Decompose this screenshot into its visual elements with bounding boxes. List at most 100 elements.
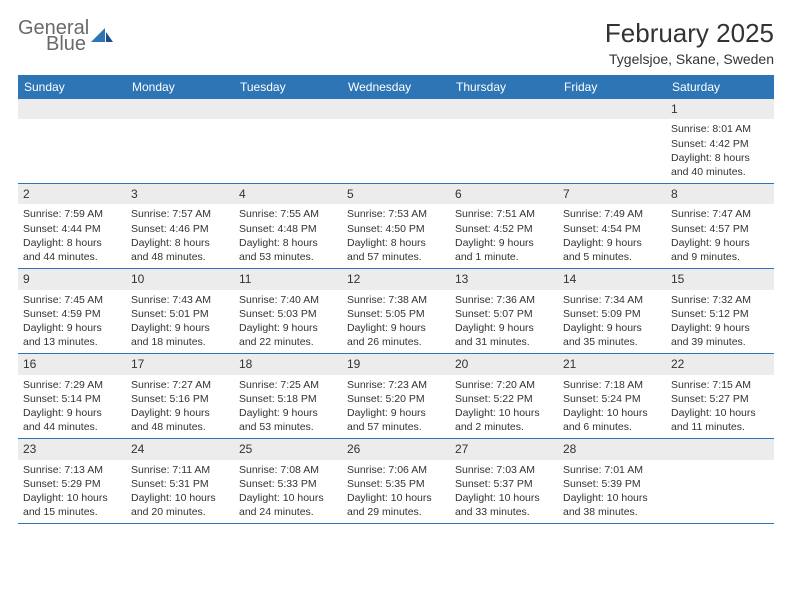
day-body: Sunrise: 7:18 AMSunset: 5:24 PMDaylight:…	[558, 375, 666, 439]
sunset-text: Sunset: 5:09 PM	[563, 307, 661, 321]
daylight-text: Daylight: 10 hours and 33 minutes.	[455, 491, 553, 519]
day-body: Sunrise: 8:01 AMSunset: 4:42 PMDaylight:…	[666, 119, 774, 183]
calendar: SundayMondayTuesdayWednesdayThursdayFrid…	[18, 75, 774, 524]
sunset-text: Sunset: 4:50 PM	[347, 222, 445, 236]
weekday-saturday: Saturday	[666, 75, 774, 99]
daylight-text: Daylight: 9 hours and 5 minutes.	[563, 236, 661, 264]
day-cell: 13Sunrise: 7:36 AMSunset: 5:07 PMDayligh…	[450, 269, 558, 353]
day-cell: 23Sunrise: 7:13 AMSunset: 5:29 PMDayligh…	[18, 439, 126, 523]
day-body: Sunrise: 7:40 AMSunset: 5:03 PMDaylight:…	[234, 290, 342, 354]
day-body: Sunrise: 7:08 AMSunset: 5:33 PMDaylight:…	[234, 460, 342, 524]
day-body: Sunrise: 7:36 AMSunset: 5:07 PMDaylight:…	[450, 290, 558, 354]
daylight-text: Daylight: 8 hours and 48 minutes.	[131, 236, 229, 264]
weekday-thursday: Thursday	[450, 75, 558, 99]
day-number: 9	[18, 269, 126, 289]
sunset-text: Sunset: 5:05 PM	[347, 307, 445, 321]
weekday-wednesday: Wednesday	[342, 75, 450, 99]
daylight-text: Daylight: 9 hours and 44 minutes.	[23, 406, 121, 434]
daylight-text: Daylight: 10 hours and 38 minutes.	[563, 491, 661, 519]
sunset-text: Sunset: 5:29 PM	[23, 477, 121, 491]
sunset-text: Sunset: 4:52 PM	[455, 222, 553, 236]
day-cell: 7Sunrise: 7:49 AMSunset: 4:54 PMDaylight…	[558, 184, 666, 268]
sunset-text: Sunset: 5:22 PM	[455, 392, 553, 406]
day-number: 11	[234, 269, 342, 289]
day-cell: 9Sunrise: 7:45 AMSunset: 4:59 PMDaylight…	[18, 269, 126, 353]
sunrise-text: Sunrise: 7:40 AM	[239, 293, 337, 307]
sunrise-text: Sunrise: 7:51 AM	[455, 207, 553, 221]
weeks-container: 1Sunrise: 8:01 AMSunset: 4:42 PMDaylight…	[18, 99, 774, 524]
day-number: 16	[18, 354, 126, 374]
day-number: 3	[126, 184, 234, 204]
sunset-text: Sunset: 5:39 PM	[563, 477, 661, 491]
day-number	[558, 99, 666, 119]
daylight-text: Daylight: 9 hours and 9 minutes.	[671, 236, 769, 264]
sunset-text: Sunset: 5:24 PM	[563, 392, 661, 406]
day-empty	[234, 99, 342, 183]
day-body: Sunrise: 7:45 AMSunset: 4:59 PMDaylight:…	[18, 290, 126, 354]
day-cell: 16Sunrise: 7:29 AMSunset: 5:14 PMDayligh…	[18, 354, 126, 438]
day-cell: 27Sunrise: 7:03 AMSunset: 5:37 PMDayligh…	[450, 439, 558, 523]
daylight-text: Daylight: 9 hours and 48 minutes.	[131, 406, 229, 434]
logo: General Blue	[18, 18, 113, 54]
weekday-header-row: SundayMondayTuesdayWednesdayThursdayFrid…	[18, 75, 774, 99]
day-cell: 25Sunrise: 7:08 AMSunset: 5:33 PMDayligh…	[234, 439, 342, 523]
day-cell: 20Sunrise: 7:20 AMSunset: 5:22 PMDayligh…	[450, 354, 558, 438]
day-body: Sunrise: 7:23 AMSunset: 5:20 PMDaylight:…	[342, 375, 450, 439]
day-body: Sunrise: 7:57 AMSunset: 4:46 PMDaylight:…	[126, 204, 234, 268]
daylight-text: Daylight: 9 hours and 31 minutes.	[455, 321, 553, 349]
sunrise-text: Sunrise: 7:34 AM	[563, 293, 661, 307]
sunrise-text: Sunrise: 7:18 AM	[563, 378, 661, 392]
day-cell: 22Sunrise: 7:15 AMSunset: 5:27 PMDayligh…	[666, 354, 774, 438]
day-number	[126, 99, 234, 119]
day-number	[342, 99, 450, 119]
daylight-text: Daylight: 9 hours and 35 minutes.	[563, 321, 661, 349]
page-header: General Blue February 2025 Tygelsjoe, Sk…	[18, 18, 774, 67]
day-body: Sunrise: 7:01 AMSunset: 5:39 PMDaylight:…	[558, 460, 666, 524]
day-cell: 21Sunrise: 7:18 AMSunset: 5:24 PMDayligh…	[558, 354, 666, 438]
day-cell: 18Sunrise: 7:25 AMSunset: 5:18 PMDayligh…	[234, 354, 342, 438]
weekday-sunday: Sunday	[18, 75, 126, 99]
sunrise-text: Sunrise: 7:11 AM	[131, 463, 229, 477]
day-number: 12	[342, 269, 450, 289]
day-cell: 8Sunrise: 7:47 AMSunset: 4:57 PMDaylight…	[666, 184, 774, 268]
daylight-text: Daylight: 10 hours and 15 minutes.	[23, 491, 121, 519]
sunset-text: Sunset: 4:54 PM	[563, 222, 661, 236]
day-number: 4	[234, 184, 342, 204]
daylight-text: Daylight: 10 hours and 6 minutes.	[563, 406, 661, 434]
daylight-text: Daylight: 9 hours and 22 minutes.	[239, 321, 337, 349]
day-cell: 15Sunrise: 7:32 AMSunset: 5:12 PMDayligh…	[666, 269, 774, 353]
sunrise-text: Sunrise: 7:15 AM	[671, 378, 769, 392]
day-number: 19	[342, 354, 450, 374]
day-cell: 14Sunrise: 7:34 AMSunset: 5:09 PMDayligh…	[558, 269, 666, 353]
day-cell: 28Sunrise: 7:01 AMSunset: 5:39 PMDayligh…	[558, 439, 666, 523]
sunset-text: Sunset: 5:16 PM	[131, 392, 229, 406]
day-number: 18	[234, 354, 342, 374]
day-body: Sunrise: 7:32 AMSunset: 5:12 PMDaylight:…	[666, 290, 774, 354]
day-number: 25	[234, 439, 342, 459]
sunset-text: Sunset: 5:18 PM	[239, 392, 337, 406]
day-empty	[126, 99, 234, 183]
week-row: 23Sunrise: 7:13 AMSunset: 5:29 PMDayligh…	[18, 439, 774, 524]
day-body: Sunrise: 7:53 AMSunset: 4:50 PMDaylight:…	[342, 204, 450, 268]
sunset-text: Sunset: 4:57 PM	[671, 222, 769, 236]
sunrise-text: Sunrise: 7:29 AM	[23, 378, 121, 392]
day-body: Sunrise: 7:55 AMSunset: 4:48 PMDaylight:…	[234, 204, 342, 268]
day-body: Sunrise: 7:43 AMSunset: 5:01 PMDaylight:…	[126, 290, 234, 354]
day-cell: 11Sunrise: 7:40 AMSunset: 5:03 PMDayligh…	[234, 269, 342, 353]
sunrise-text: Sunrise: 7:55 AM	[239, 207, 337, 221]
week-row: 16Sunrise: 7:29 AMSunset: 5:14 PMDayligh…	[18, 354, 774, 439]
day-number: 26	[342, 439, 450, 459]
day-number	[18, 99, 126, 119]
day-cell: 1Sunrise: 8:01 AMSunset: 4:42 PMDaylight…	[666, 99, 774, 183]
daylight-text: Daylight: 8 hours and 40 minutes.	[671, 151, 769, 179]
day-cell: 17Sunrise: 7:27 AMSunset: 5:16 PMDayligh…	[126, 354, 234, 438]
sunrise-text: Sunrise: 7:57 AM	[131, 207, 229, 221]
sunset-text: Sunset: 5:01 PM	[131, 307, 229, 321]
weekday-tuesday: Tuesday	[234, 75, 342, 99]
sunrise-text: Sunrise: 7:01 AM	[563, 463, 661, 477]
sunset-text: Sunset: 5:33 PM	[239, 477, 337, 491]
day-empty	[18, 99, 126, 183]
day-body: Sunrise: 7:34 AMSunset: 5:09 PMDaylight:…	[558, 290, 666, 354]
day-number	[450, 99, 558, 119]
logo-sail-icon	[91, 28, 113, 46]
